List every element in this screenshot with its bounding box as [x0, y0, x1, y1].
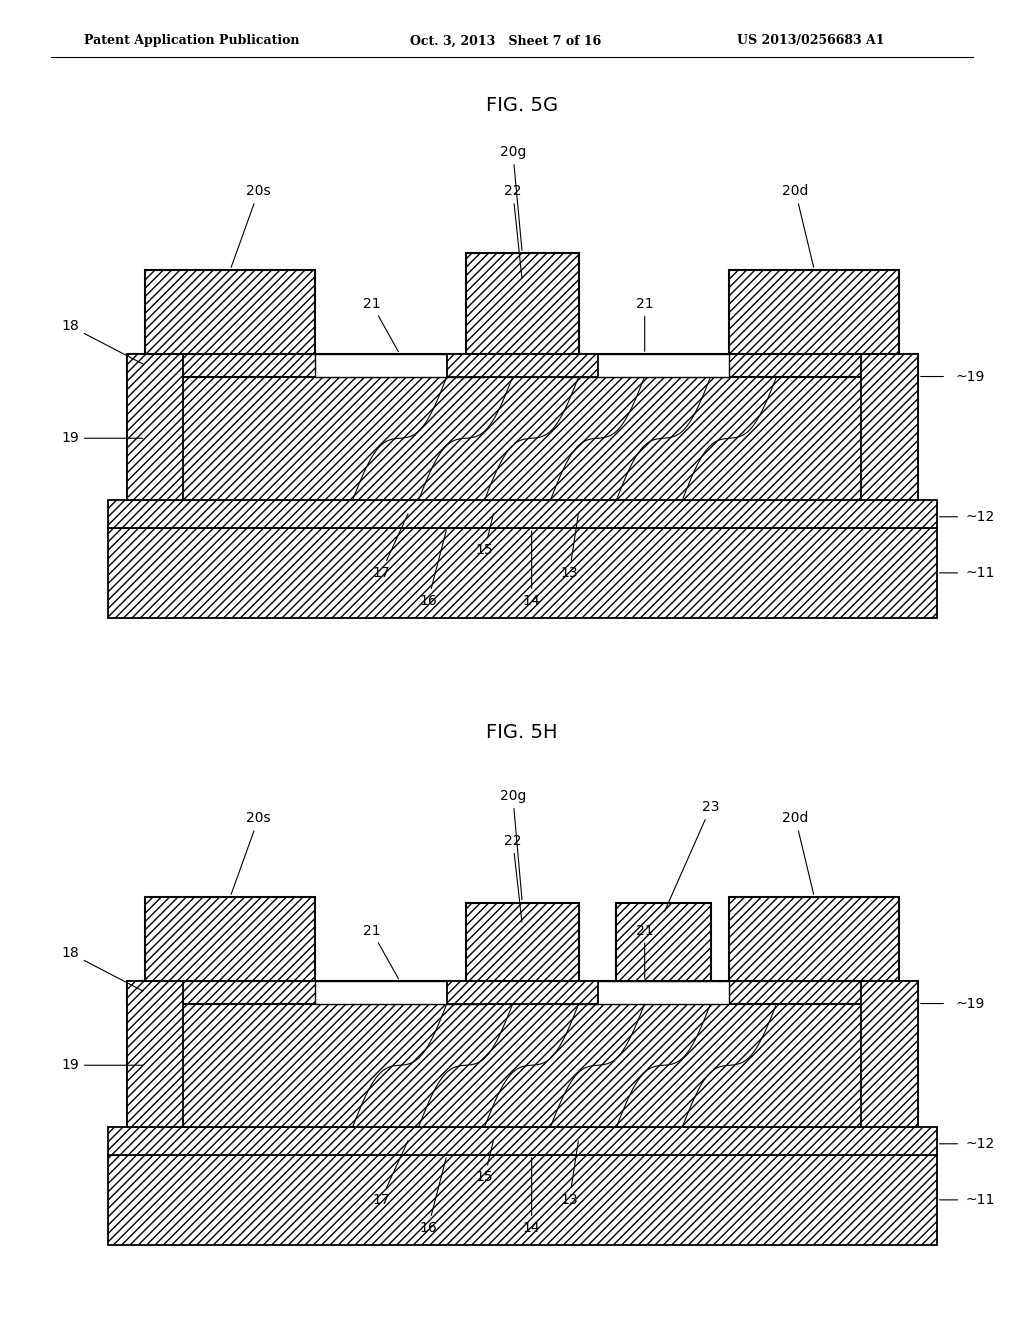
Text: 16: 16 [419, 531, 446, 609]
Text: ~11: ~11 [965, 566, 994, 579]
Bar [315, 354, 484, 376]
Bar [108, 1155, 937, 1245]
Polygon shape [127, 354, 183, 500]
Text: ~19: ~19 [955, 370, 985, 384]
Bar [127, 376, 918, 500]
Text: 22: 22 [504, 185, 522, 279]
Text: FIG. 5H: FIG. 5H [486, 723, 558, 742]
Text: 15: 15 [476, 1140, 494, 1184]
Polygon shape [861, 354, 918, 500]
Text: US 2013/0256683 A1: US 2013/0256683 A1 [737, 34, 885, 48]
Text: 20d: 20d [782, 185, 814, 267]
Text: 20s: 20s [231, 185, 270, 268]
Text: 16: 16 [419, 1158, 446, 1236]
Bar [127, 1003, 918, 1127]
Text: Oct. 3, 2013   Sheet 7 of 16: Oct. 3, 2013 Sheet 7 of 16 [410, 34, 601, 48]
Text: ~19: ~19 [955, 997, 985, 1011]
Text: 22: 22 [504, 834, 522, 923]
Text: 14: 14 [523, 531, 541, 609]
Bar [560, 354, 729, 376]
Text: 13: 13 [560, 513, 579, 579]
Text: 23: 23 [665, 800, 720, 911]
Bar [560, 981, 729, 1003]
Bar [466, 253, 579, 354]
Bar [108, 500, 937, 528]
Bar [108, 1127, 937, 1155]
Text: ~12: ~12 [965, 510, 994, 524]
Bar [729, 898, 899, 981]
Text: FIG. 5G: FIG. 5G [486, 96, 558, 115]
Text: 18: 18 [61, 946, 143, 991]
Polygon shape [861, 981, 918, 1127]
Text: 19: 19 [61, 432, 142, 445]
Text: 20g: 20g [500, 145, 526, 251]
Text: 14: 14 [523, 1158, 541, 1236]
Text: 21: 21 [636, 924, 653, 978]
Bar [446, 354, 598, 376]
Text: 20d: 20d [782, 812, 814, 894]
Text: 17: 17 [372, 1140, 408, 1206]
Bar [466, 903, 579, 981]
Text: ~12: ~12 [965, 1137, 994, 1151]
Bar [127, 981, 918, 1003]
Bar [616, 903, 711, 981]
Bar [315, 981, 484, 1003]
Text: 20s: 20s [231, 812, 270, 895]
Bar [729, 271, 899, 354]
Bar [446, 981, 598, 1003]
Bar [127, 354, 918, 376]
Text: 19: 19 [61, 1059, 142, 1072]
Text: 15: 15 [476, 513, 494, 557]
Bar [145, 898, 315, 981]
Text: 21: 21 [362, 297, 398, 351]
Text: 13: 13 [560, 1140, 579, 1206]
Text: Patent Application Publication: Patent Application Publication [84, 34, 299, 48]
Polygon shape [127, 981, 183, 1127]
Text: 21: 21 [362, 924, 398, 978]
Bar [145, 271, 315, 354]
Text: 17: 17 [372, 513, 408, 579]
Text: 20g: 20g [500, 789, 526, 900]
Text: 18: 18 [61, 319, 143, 364]
Text: 21: 21 [636, 297, 653, 351]
Text: ~11: ~11 [965, 1193, 994, 1206]
Bar [108, 528, 937, 618]
